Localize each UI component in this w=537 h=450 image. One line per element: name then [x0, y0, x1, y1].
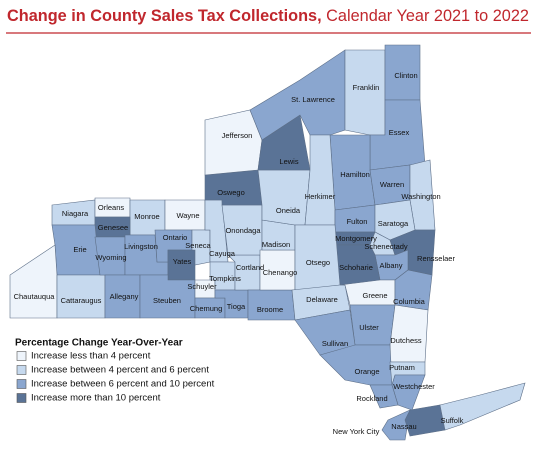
legend-swatch: [16, 393, 27, 403]
county-label: Chautauqua: [14, 292, 56, 301]
county: [257, 169, 311, 226]
title-rest: Calendar Year 2021 to 2022: [326, 6, 529, 25]
legend-title: Percentage Change Year-Over-Year: [15, 338, 183, 349]
county-label: Oneida: [276, 206, 301, 215]
county-label: Ulster: [359, 323, 379, 332]
county: [204, 109, 263, 176]
county-label: Orange: [354, 367, 379, 376]
county-label: Tioga: [227, 302, 246, 311]
county-label: Schenectady: [364, 242, 408, 251]
county-label: Schuyler: [187, 282, 217, 291]
legend-swatch: [16, 351, 27, 361]
legend-label: Increase more than 10 percent: [31, 393, 161, 404]
county-label: Hamilton: [340, 170, 370, 179]
county: [394, 269, 433, 311]
county-label: Madison: [262, 240, 290, 249]
county-label: Seneca: [185, 241, 211, 250]
county: [439, 382, 526, 431]
legend-label: Increase between 4 percent and 6 percent: [31, 365, 209, 376]
county-label: Suffolk: [441, 416, 464, 425]
county: [304, 134, 336, 226]
county-label: Rensselaer: [417, 254, 455, 263]
county-label: Chenango: [263, 268, 298, 277]
county-label: Niagara: [62, 209, 89, 218]
county-labels: Niagara Orleans Monroe Wayne Genesee Erie Chau…: [14, 71, 464, 436]
county-label: Putnam: [389, 363, 415, 372]
county-label: Steuben: [153, 296, 181, 305]
county-label: Delaware: [306, 295, 338, 304]
county-label: Wyoming: [95, 253, 126, 262]
county-label: Dutchess: [390, 336, 422, 345]
legend: Percentage Change Year-Over-Year Increas…: [15, 338, 215, 404]
county-label: Lewis: [279, 157, 298, 166]
county-label: Wayne: [176, 211, 199, 220]
county-label: Clinton: [394, 71, 417, 80]
county-label: Cayuga: [209, 249, 236, 258]
counties: [9, 44, 526, 441]
county: [291, 284, 351, 321]
legend-label: Increase between 6 percent and 10 percen…: [31, 379, 215, 390]
county-label: New York City: [333, 427, 380, 436]
legend-label: Increase less than 4 percent: [31, 351, 151, 362]
county-label: Otsego: [306, 258, 330, 267]
county: [389, 304, 429, 363]
county-label: Monroe: [134, 212, 159, 221]
county-label: Chemung: [190, 304, 223, 313]
county-label: Fulton: [347, 217, 368, 226]
county-label: Columbia: [393, 297, 426, 306]
county-label: Herkimer: [305, 192, 336, 201]
county-label: Broome: [257, 305, 283, 314]
county-label: Onondaga: [225, 226, 261, 235]
county: [391, 374, 426, 411]
county: [381, 409, 411, 441]
county: [344, 49, 386, 136]
county-label: Oswego: [217, 188, 245, 197]
county-label: Erie: [73, 245, 86, 254]
county-label: Schoharie: [339, 263, 373, 272]
title: Change in County Sales Tax Collections, …: [7, 6, 529, 25]
county-label: Saratoga: [378, 219, 409, 228]
county-label: Tompkins: [209, 274, 241, 283]
legend-swatch: [16, 379, 27, 389]
county-label: Montgomery: [335, 234, 377, 243]
county-label: Washington: [401, 192, 440, 201]
county-label: Jefferson: [222, 131, 253, 140]
county-label: Rockland: [356, 394, 387, 403]
legend-swatch: [16, 365, 27, 375]
county: [404, 404, 446, 437]
county: [369, 384, 399, 409]
county-label: Albany: [380, 261, 403, 270]
county-label: Nassau: [391, 422, 416, 431]
county-label: Allegany: [110, 292, 139, 301]
county-label: Westchester: [393, 382, 435, 391]
county-label: Sullivan: [322, 339, 348, 348]
county-label: Ontario: [163, 233, 188, 242]
county-label: Franklin: [353, 83, 380, 92]
county-label: Genesee: [98, 223, 128, 232]
county: [9, 244, 58, 319]
county-label: Essex: [389, 128, 410, 137]
title-bold: Change in County Sales Tax Collections,: [7, 6, 322, 25]
county-label: Greene: [362, 291, 387, 300]
county-label: Cattaraugus: [61, 296, 102, 305]
county-label: Cortland: [236, 263, 264, 272]
county-label: Livingston: [124, 242, 158, 251]
county-label: Warren: [380, 180, 404, 189]
county-label: Yates: [173, 257, 192, 266]
county-label: St. Lawrence: [291, 95, 335, 104]
county-label: Orleans: [98, 203, 125, 212]
